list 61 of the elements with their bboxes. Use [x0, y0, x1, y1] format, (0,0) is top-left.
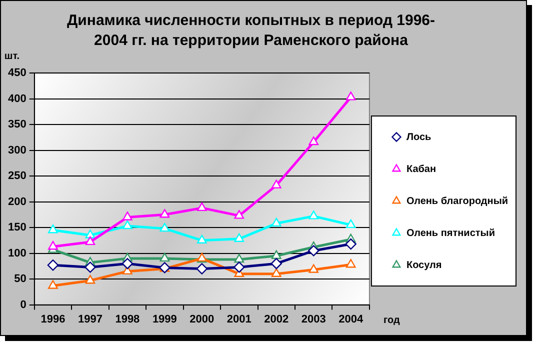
- x-tick-label: 1998: [115, 313, 140, 326]
- point: [270, 258, 282, 270]
- x-axis-title: год: [383, 314, 400, 326]
- point: [308, 264, 319, 273]
- legend-label: Олень благородный: [406, 196, 508, 207]
- point: [308, 210, 319, 220]
- y-tick-label: 200: [8, 196, 26, 208]
- point: [346, 259, 356, 268]
- point: [308, 136, 319, 146]
- x-tick-label: 2003: [301, 313, 326, 326]
- point: [48, 280, 58, 289]
- point: [271, 268, 282, 277]
- point: [234, 210, 244, 219]
- y-tick-label: 0: [20, 298, 26, 311]
- point: [196, 263, 208, 274]
- y-tick-label: 350: [8, 118, 26, 131]
- point: [271, 218, 282, 227]
- x-tick-label: 1996: [40, 313, 66, 326]
- point: [85, 274, 96, 284]
- point: [160, 252, 170, 262]
- legend-label: Лось: [406, 132, 432, 143]
- legend-label: Косуля: [406, 260, 442, 271]
- x-tick-label: 1999: [152, 313, 177, 326]
- y-tick-label: 50: [14, 273, 26, 286]
- point: [346, 219, 356, 228]
- point: [308, 245, 320, 256]
- y-tick-label: 250: [8, 170, 26, 182]
- point: [196, 202, 207, 212]
- point: [345, 238, 356, 250]
- x-tick-label: 2001: [226, 313, 252, 326]
- y-tick-label: 450: [8, 67, 26, 80]
- point: [160, 222, 170, 232]
- point: [48, 224, 58, 234]
- point: [271, 250, 282, 259]
- point: [85, 230, 96, 238]
- x-tick-label: 2000: [190, 313, 214, 326]
- point: [234, 262, 245, 273]
- point: [85, 236, 96, 246]
- point: [47, 260, 59, 271]
- legend-label: Кабан: [406, 164, 436, 175]
- point: [122, 258, 134, 270]
- point: [122, 220, 132, 230]
- point: [48, 240, 58, 250]
- point: [346, 92, 356, 100]
- x-tick-label: 2002: [264, 313, 289, 326]
- point: [160, 209, 170, 218]
- point: [84, 262, 96, 273]
- x-tick-label: 2004: [338, 313, 364, 326]
- x-tick-label: 1997: [78, 313, 102, 326]
- y-tick-label: 100: [8, 247, 26, 260]
- y-tick-label: 150: [8, 222, 26, 234]
- legend-label: Олень пятнистый: [406, 228, 495, 239]
- point: [122, 212, 132, 220]
- chart-title: Динамика численности копытных в период 1996-2004 гг. на территории Раменского района: [66, 11, 436, 51]
- y-tick-label: 300: [8, 144, 26, 156]
- point: [196, 234, 207, 244]
- point: [271, 180, 282, 188]
- point: [234, 233, 244, 242]
- y-axis-title: шт.: [4, 51, 20, 62]
- y-tick-label: 400: [8, 92, 26, 105]
- point: [234, 254, 244, 263]
